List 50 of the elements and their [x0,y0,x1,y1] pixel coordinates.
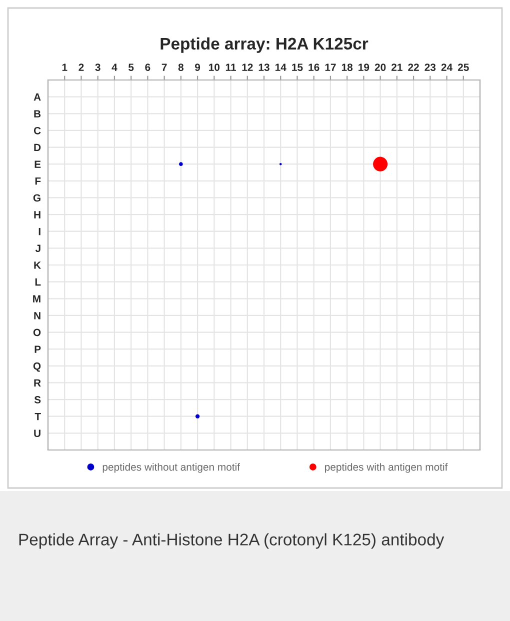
x-tick-label: 14 [275,64,286,71]
x-tick-label: 24 [441,64,453,71]
x-tick-label: 6 [145,64,150,71]
chart-title: Peptide array: H2A K125cr [160,37,368,53]
x-tick-label: 7 [162,64,167,71]
x-tick-label: 18 [342,64,353,71]
x-tick-label: 10 [209,64,220,71]
y-tick-label: E [34,160,41,168]
y-tick-label: T [34,412,41,420]
x-tick-label: 2 [78,64,84,71]
y-tick-label: S [34,396,41,404]
text: Peptide Array - Anti-Histone H2A (crotonyl K125) antibody [19,533,444,549]
y-tick-label: K [34,262,41,269]
x-tick-label: 13 [258,64,270,72]
y-tick-label: U [34,430,40,438]
x-tick-label: 9 [195,64,200,71]
x-tick-label: 25 [458,64,469,71]
x-tick-label: 12 [242,64,253,71]
y-tick-label: G [33,194,40,202]
x-tick-label: 20 [374,64,386,71]
y-tick-label: C [34,126,41,134]
y-tick-label: D [34,144,41,152]
x-tick-label: 4 [112,64,118,71]
x-tick-label: 16 [308,64,320,71]
y-tick-label: A [34,93,41,101]
x-tick-label: 11 [226,64,236,71]
y-tick-label: I [38,228,40,236]
legend-label: peptides with antigen motif [325,463,448,473]
y-tick-label: O [33,328,41,336]
x-tick-label: 17 [325,64,336,71]
x-tick-label: 19 [358,64,370,71]
y-tick-label: J [35,244,40,252]
y-tick-label: M [33,295,40,302]
y-tick-label: R [34,379,41,386]
y-tick-label: B [34,110,41,118]
y-tick-label: H [34,211,40,218]
x-tick-label: 23 [424,64,436,72]
y-tick-label: Q [33,362,41,372]
x-tick-label: 1 [62,64,68,71]
y-tick-label: N [34,312,40,320]
y-tick-label: L [35,278,41,286]
x-tick-label: 3 [95,64,100,72]
x-tick-label: 22 [408,64,419,71]
legend-label: peptides without antigen motif [102,463,240,473]
y-tick-label: P [34,346,41,353]
x-tick-label: 8 [178,64,184,71]
x-tick-label: 5 [128,64,134,71]
y-tick-label: F [35,178,41,185]
x-tick-label: 21 [391,64,402,71]
x-tick-label: 15 [292,64,303,71]
